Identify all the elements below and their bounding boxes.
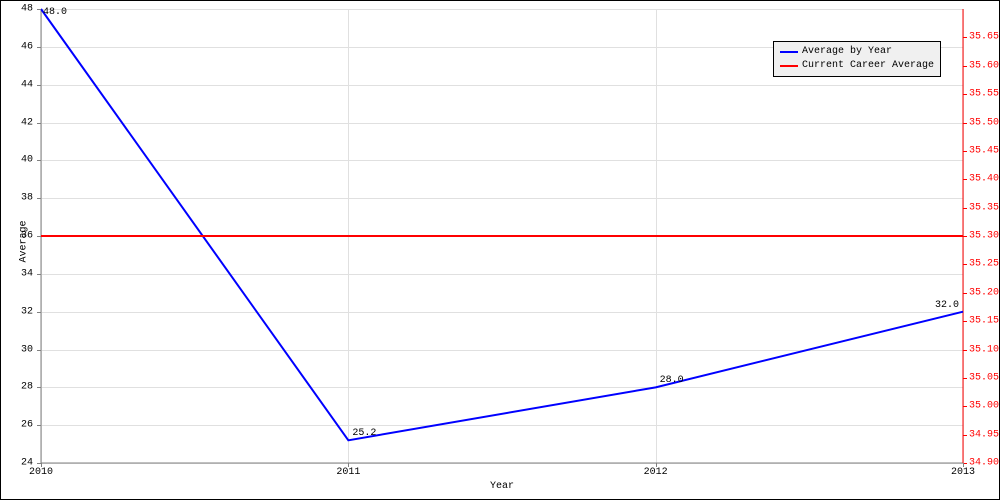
y-right-tick-label: 35.35 [969,202,999,213]
x-tick-label: 2011 [336,467,360,478]
legend-label: Current Career Average [802,59,934,73]
y-right-tick-label: 35.00 [969,401,999,412]
legend-swatch [780,65,798,67]
legend-item: Current Career Average [780,59,934,73]
y-left-tick-label: 42 [21,117,33,128]
y-right-tick-label: 35.20 [969,287,999,298]
y-left-tick-label: 32 [21,306,33,317]
x-tick-label: 2013 [951,467,975,478]
y-right-tick-label: 35.40 [969,174,999,185]
y-right-tick-label: 35.55 [969,89,999,100]
y-right-tick-label: 35.50 [969,117,999,128]
y-left-tick-label: 46 [21,41,33,52]
y-right-tick-label: 35.60 [969,60,999,71]
y-right-tick-label: 35.15 [969,316,999,327]
point-label: 32.0 [935,300,959,311]
y-right-tick-label: 35.05 [969,372,999,383]
y-right-tick-label: 35.30 [969,231,999,242]
y-right-tick-label: 34.95 [969,429,999,440]
y-left-tick-label: 30 [21,344,33,355]
point-label: 28.0 [660,375,684,386]
point-label: 48.0 [43,7,67,18]
y-right-tick-label: 35.10 [969,344,999,355]
y-left-tick-label: 48 [21,4,33,15]
y-left-tick-label: 26 [21,420,33,431]
x-tick-label: 2012 [644,467,668,478]
chart-container: Average by YearCurrent Career Average 24… [0,0,1000,500]
y-right-tick-label: 35.65 [969,32,999,43]
x-axis-title: Year [490,481,514,492]
x-tick-label: 2010 [29,467,53,478]
legend: Average by YearCurrent Career Average [773,41,941,77]
y-right-tick-label: 35.45 [969,145,999,156]
point-label: 25.2 [352,428,376,439]
legend-swatch [780,51,798,53]
y-axis-title: Average [19,220,30,262]
legend-item: Average by Year [780,45,934,59]
y-left-tick-label: 40 [21,155,33,166]
y-left-tick-label: 44 [21,79,33,90]
legend-label: Average by Year [802,45,892,59]
y-right-tick-label: 35.25 [969,259,999,270]
y-left-tick-label: 38 [21,193,33,204]
y-left-tick-label: 28 [21,382,33,393]
y-left-tick-label: 34 [21,268,33,279]
